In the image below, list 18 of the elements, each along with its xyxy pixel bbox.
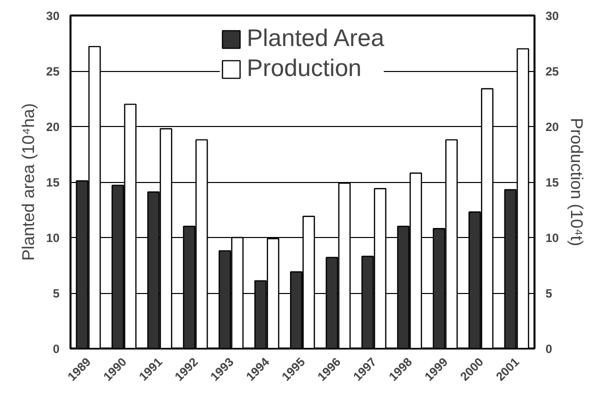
y2-tick-label: 25 bbox=[546, 64, 560, 78]
y2-tick-label: 5 bbox=[546, 286, 552, 300]
y-tick-label: 5 bbox=[52, 286, 60, 300]
y2-tick-label: 20 bbox=[546, 120, 560, 134]
y2-tick-label: 30 bbox=[546, 9, 560, 23]
y2-tick-label: 15 bbox=[546, 176, 560, 190]
legend-label: Planted Area bbox=[246, 25, 384, 53]
y-tick-label: 15 bbox=[46, 176, 60, 190]
y2-tick-label: 10 bbox=[546, 231, 560, 245]
y-tick-label: 25 bbox=[46, 64, 60, 78]
legend-label: Production bbox=[246, 55, 362, 83]
y-tick-label: 20 bbox=[46, 120, 60, 134]
y-axis-title: Planted area (10⁴ha) bbox=[19, 103, 38, 261]
y-tick-label: 0 bbox=[52, 342, 60, 356]
y2-tick-label: 0 bbox=[546, 342, 552, 356]
y-tick-label: 30 bbox=[46, 9, 60, 23]
y-tick-label: 10 bbox=[46, 231, 60, 245]
y2-axis-title: Production (10⁴t) bbox=[566, 118, 586, 246]
